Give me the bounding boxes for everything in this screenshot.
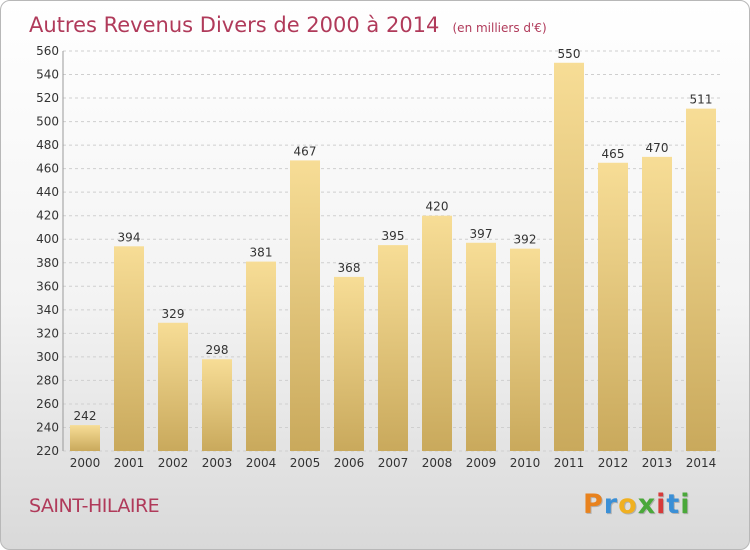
value-label-2014: 511 <box>690 93 713 107</box>
y-tick-label: 440 <box>36 185 59 199</box>
y-tick-label: 380 <box>36 256 59 270</box>
y-tick-label: 420 <box>36 209 59 223</box>
value-label-2011: 550 <box>558 47 581 61</box>
x-tick-label: 2001 <box>114 456 145 470</box>
x-tick-label: 2003 <box>202 456 233 470</box>
y-tick-label: 460 <box>36 162 59 176</box>
logo-letter: i <box>680 489 691 520</box>
value-label-2010: 392 <box>514 233 537 247</box>
logo-letter: r <box>603 489 619 520</box>
logo-letter: i <box>656 489 667 520</box>
value-label-2008: 420 <box>426 200 449 214</box>
y-tick-label: 300 <box>36 350 59 364</box>
y-tick-label: 260 <box>36 397 59 411</box>
bar-2008 <box>422 215 452 451</box>
y-tick-label: 480 <box>36 138 59 152</box>
x-tick-label: 2011 <box>554 456 585 470</box>
y-tick-label: 280 <box>36 373 59 387</box>
logo-letter: P <box>583 489 604 520</box>
bar-2003 <box>202 359 232 451</box>
bar-2006 <box>334 276 364 451</box>
x-tick-label: 2013 <box>642 456 673 470</box>
y-tick-label: 500 <box>36 115 59 129</box>
bar-2001 <box>114 246 144 451</box>
bar-2005 <box>290 160 320 452</box>
y-tick-label: 340 <box>36 303 59 317</box>
value-labels: 242 394 329 298 381 467 368 395 420 397 392 550 465 4… <box>74 47 713 423</box>
value-label-2012: 465 <box>602 147 625 161</box>
chart-title-text: Autres Revenus Divers de 2000 à 2014 <box>29 13 439 37</box>
logo-letter: t <box>666 489 681 520</box>
bars <box>70 62 716 452</box>
value-label-2000: 242 <box>74 409 97 423</box>
value-label-2003: 298 <box>206 343 229 357</box>
x-tick-label: 2012 <box>598 456 629 470</box>
proxiti-logo: Proxiti <box>583 489 691 520</box>
place-label: SAINT-HILAIRE <box>29 495 160 517</box>
x-tick-label: 2009 <box>466 456 497 470</box>
y-tick-label: 520 <box>36 91 59 105</box>
x-tick-label: 2004 <box>246 456 277 470</box>
x-tick-label: 2010 <box>510 456 541 470</box>
x-tick-label: 2014 <box>686 456 717 470</box>
x-tick-label: 2007 <box>378 456 409 470</box>
bar-2013 <box>642 156 672 451</box>
bar-2002 <box>158 322 188 451</box>
value-label-2009: 397 <box>470 227 493 241</box>
value-label-2005: 467 <box>294 144 317 158</box>
value-label-2001: 394 <box>118 230 141 244</box>
y-axis: 220 240 260 280 300 320 340 360 380 400 420 440 460 4… <box>36 44 64 458</box>
bar-2010 <box>510 248 540 451</box>
chart-title-unit: (en milliers d'€) <box>453 21 547 35</box>
y-tick-label: 400 <box>36 232 59 246</box>
bar-2009 <box>466 242 496 451</box>
bar-2014 <box>686 108 716 451</box>
x-tick-label: 2008 <box>422 456 453 470</box>
value-label-2013: 470 <box>646 141 669 155</box>
bar-2011 <box>554 62 584 451</box>
chart-title: Autres Revenus Divers de 2000 à 2014 (en… <box>29 13 547 37</box>
logo-letter: x <box>637 489 657 520</box>
bar-2004 <box>246 261 276 451</box>
y-tick-label: 240 <box>36 420 59 434</box>
value-label-2004: 381 <box>250 246 273 260</box>
y-tick-label: 540 <box>36 68 59 82</box>
x-tick-label: 2002 <box>158 456 189 470</box>
y-tick-label: 320 <box>36 326 59 340</box>
value-label-2007: 395 <box>382 229 405 243</box>
value-label-2006: 368 <box>338 261 361 275</box>
x-axis: 2000 2001 2002 2003 2004 2005 2006 2007 2008 2009… <box>70 456 717 470</box>
value-label-2002: 329 <box>162 307 185 321</box>
bar-2007 <box>378 245 408 451</box>
x-tick-label: 2000 <box>70 456 101 470</box>
bar-2000 <box>70 425 100 451</box>
x-tick-label: 2006 <box>334 456 365 470</box>
bar-2012 <box>598 162 628 451</box>
y-tick-label: 560 <box>36 44 59 58</box>
y-tick-label: 360 <box>36 279 59 293</box>
x-tick-label: 2005 <box>290 456 321 470</box>
y-tick-label: 220 <box>36 444 59 458</box>
logo-letter: o <box>618 489 638 520</box>
